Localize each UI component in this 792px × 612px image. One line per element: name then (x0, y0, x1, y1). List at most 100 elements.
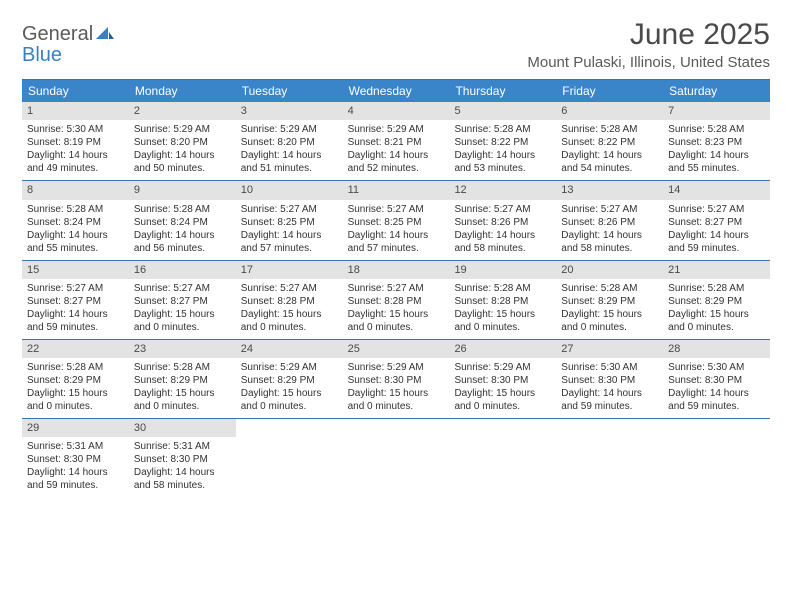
day-number: 5 (449, 102, 556, 120)
day-number: 2 (129, 102, 236, 120)
day-number: 24 (236, 340, 343, 358)
day-body: Sunrise: 5:29 AMSunset: 8:21 PMDaylight:… (343, 120, 450, 180)
sunrise: Sunrise: 5:27 AM (241, 282, 338, 295)
sunrise: Sunrise: 5:27 AM (348, 203, 445, 216)
day-header: Saturday (663, 80, 770, 102)
sunset: Sunset: 8:19 PM (27, 136, 124, 149)
day-number: 11 (343, 181, 450, 199)
header: General Blue June 2025 Mount Pulaski, Il… (22, 18, 770, 71)
sunrise: Sunrise: 5:28 AM (454, 282, 551, 295)
day-number: 14 (663, 181, 770, 199)
daylight: Daylight: 15 hours and 0 minutes. (561, 308, 658, 334)
day-cell: 17Sunrise: 5:27 AMSunset: 8:28 PMDayligh… (236, 261, 343, 339)
sunset: Sunset: 8:29 PM (27, 374, 124, 387)
day-cell (449, 419, 556, 497)
sunrise: Sunrise: 5:28 AM (27, 361, 124, 374)
sunset: Sunset: 8:29 PM (241, 374, 338, 387)
daylight: Daylight: 14 hours and 54 minutes. (561, 149, 658, 175)
day-body: Sunrise: 5:28 AMSunset: 8:23 PMDaylight:… (663, 120, 770, 180)
day-number: 4 (343, 102, 450, 120)
day-cell: 13Sunrise: 5:27 AMSunset: 8:26 PMDayligh… (556, 181, 663, 259)
month-title: June 2025 (527, 18, 770, 52)
daylight: Daylight: 14 hours and 49 minutes. (27, 149, 124, 175)
day-number: 30 (129, 419, 236, 437)
daylight: Daylight: 15 hours and 0 minutes. (348, 308, 445, 334)
calendar-page: General Blue June 2025 Mount Pulaski, Il… (0, 0, 792, 515)
day-body: Sunrise: 5:31 AMSunset: 8:30 PMDaylight:… (22, 437, 129, 497)
day-cell: 29Sunrise: 5:31 AMSunset: 8:30 PMDayligh… (22, 419, 129, 497)
sunrise: Sunrise: 5:30 AM (27, 123, 124, 136)
day-cell: 5Sunrise: 5:28 AMSunset: 8:22 PMDaylight… (449, 102, 556, 180)
day-body: Sunrise: 5:27 AMSunset: 8:26 PMDaylight:… (556, 200, 663, 260)
sunrise: Sunrise: 5:29 AM (241, 123, 338, 136)
day-body: Sunrise: 5:28 AMSunset: 8:29 PMDaylight:… (663, 279, 770, 339)
daylight: Daylight: 15 hours and 0 minutes. (454, 387, 551, 413)
sunset: Sunset: 8:28 PM (348, 295, 445, 308)
week-row: 8Sunrise: 5:28 AMSunset: 8:24 PMDaylight… (22, 181, 770, 260)
sunset: Sunset: 8:30 PM (134, 453, 231, 466)
sunset: Sunset: 8:20 PM (134, 136, 231, 149)
day-body: Sunrise: 5:30 AMSunset: 8:30 PMDaylight:… (556, 358, 663, 418)
daylight: Daylight: 14 hours and 59 minutes. (27, 466, 124, 492)
sunrise: Sunrise: 5:27 AM (27, 282, 124, 295)
sunrise: Sunrise: 5:29 AM (348, 361, 445, 374)
sunset: Sunset: 8:22 PM (561, 136, 658, 149)
day-number: 28 (663, 340, 770, 358)
day-body: Sunrise: 5:27 AMSunset: 8:26 PMDaylight:… (449, 200, 556, 260)
day-body: Sunrise: 5:29 AMSunset: 8:20 PMDaylight:… (236, 120, 343, 180)
sunrise: Sunrise: 5:27 AM (241, 203, 338, 216)
sunset: Sunset: 8:25 PM (348, 216, 445, 229)
day-body: Sunrise: 5:27 AMSunset: 8:27 PMDaylight:… (22, 279, 129, 339)
day-cell: 23Sunrise: 5:28 AMSunset: 8:29 PMDayligh… (129, 340, 236, 418)
day-cell: 11Sunrise: 5:27 AMSunset: 8:25 PMDayligh… (343, 181, 450, 259)
day-cell: 18Sunrise: 5:27 AMSunset: 8:28 PMDayligh… (343, 261, 450, 339)
day-number: 19 (449, 261, 556, 279)
day-number: 27 (556, 340, 663, 358)
sunset: Sunset: 8:26 PM (561, 216, 658, 229)
daylight: Daylight: 14 hours and 51 minutes. (241, 149, 338, 175)
logo: General Blue (22, 24, 115, 66)
sunset: Sunset: 8:28 PM (454, 295, 551, 308)
sunrise: Sunrise: 5:29 AM (241, 361, 338, 374)
day-cell: 20Sunrise: 5:28 AMSunset: 8:29 PMDayligh… (556, 261, 663, 339)
day-cell: 27Sunrise: 5:30 AMSunset: 8:30 PMDayligh… (556, 340, 663, 418)
sunset: Sunset: 8:21 PM (348, 136, 445, 149)
day-header: Thursday (449, 80, 556, 102)
day-cell (556, 419, 663, 497)
week-row: 15Sunrise: 5:27 AMSunset: 8:27 PMDayligh… (22, 261, 770, 340)
day-number: 13 (556, 181, 663, 199)
sunrise: Sunrise: 5:28 AM (134, 361, 231, 374)
daylight: Daylight: 14 hours and 50 minutes. (134, 149, 231, 175)
day-body: Sunrise: 5:28 AMSunset: 8:22 PMDaylight:… (556, 120, 663, 180)
sunset: Sunset: 8:27 PM (134, 295, 231, 308)
sunrise: Sunrise: 5:27 AM (668, 203, 765, 216)
daylight: Daylight: 15 hours and 0 minutes. (668, 308, 765, 334)
logo-text-general: General (22, 23, 93, 45)
day-cell: 24Sunrise: 5:29 AMSunset: 8:29 PMDayligh… (236, 340, 343, 418)
sunset: Sunset: 8:27 PM (27, 295, 124, 308)
sunrise: Sunrise: 5:27 AM (561, 203, 658, 216)
sunset: Sunset: 8:29 PM (134, 374, 231, 387)
day-cell (663, 419, 770, 497)
day-cell: 1Sunrise: 5:30 AMSunset: 8:19 PMDaylight… (22, 102, 129, 180)
weeks-container: 1Sunrise: 5:30 AMSunset: 8:19 PMDaylight… (22, 102, 770, 497)
sunrise: Sunrise: 5:28 AM (668, 123, 765, 136)
daylight: Daylight: 14 hours and 57 minutes. (241, 229, 338, 255)
day-body: Sunrise: 5:28 AMSunset: 8:24 PMDaylight:… (129, 200, 236, 260)
day-cell: 7Sunrise: 5:28 AMSunset: 8:23 PMDaylight… (663, 102, 770, 180)
day-cell: 28Sunrise: 5:30 AMSunset: 8:30 PMDayligh… (663, 340, 770, 418)
day-number: 25 (343, 340, 450, 358)
sunset: Sunset: 8:30 PM (27, 453, 124, 466)
day-number: 20 (556, 261, 663, 279)
daylight: Daylight: 14 hours and 56 minutes. (134, 229, 231, 255)
daylight: Daylight: 15 hours and 0 minutes. (134, 308, 231, 334)
day-number: 16 (129, 261, 236, 279)
day-body: Sunrise: 5:29 AMSunset: 8:20 PMDaylight:… (129, 120, 236, 180)
daylight: Daylight: 15 hours and 0 minutes. (241, 308, 338, 334)
day-number: 21 (663, 261, 770, 279)
day-number: 22 (22, 340, 129, 358)
daylight: Daylight: 14 hours and 58 minutes. (454, 229, 551, 255)
sunset: Sunset: 8:29 PM (668, 295, 765, 308)
logo-text-blue: Blue (22, 44, 62, 66)
daylight: Daylight: 15 hours and 0 minutes. (348, 387, 445, 413)
